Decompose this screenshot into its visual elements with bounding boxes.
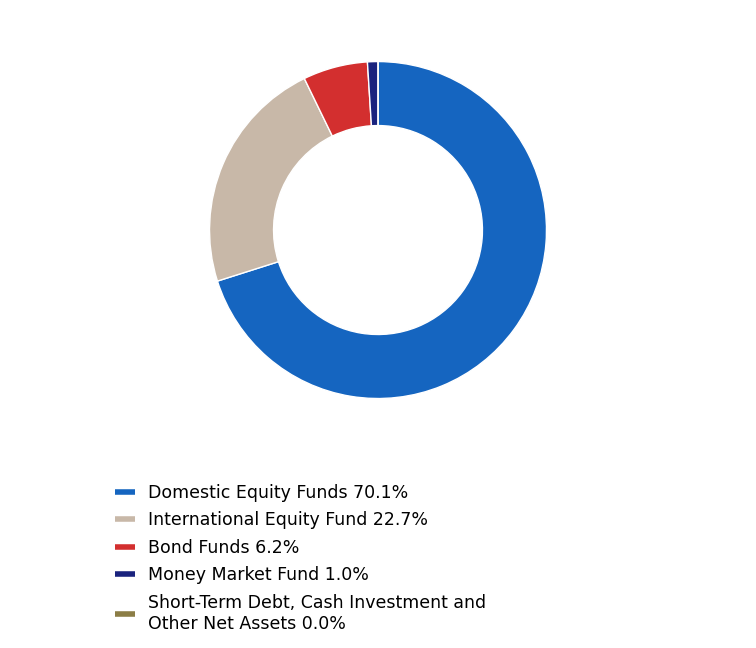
Wedge shape	[305, 62, 371, 136]
Wedge shape	[367, 62, 378, 126]
Wedge shape	[209, 78, 333, 281]
Wedge shape	[218, 62, 547, 399]
Legend: Domestic Equity Funds 70.1%, International Equity Fund 22.7%, Bond Funds 6.2%, M: Domestic Equity Funds 70.1%, Internation…	[114, 484, 485, 633]
